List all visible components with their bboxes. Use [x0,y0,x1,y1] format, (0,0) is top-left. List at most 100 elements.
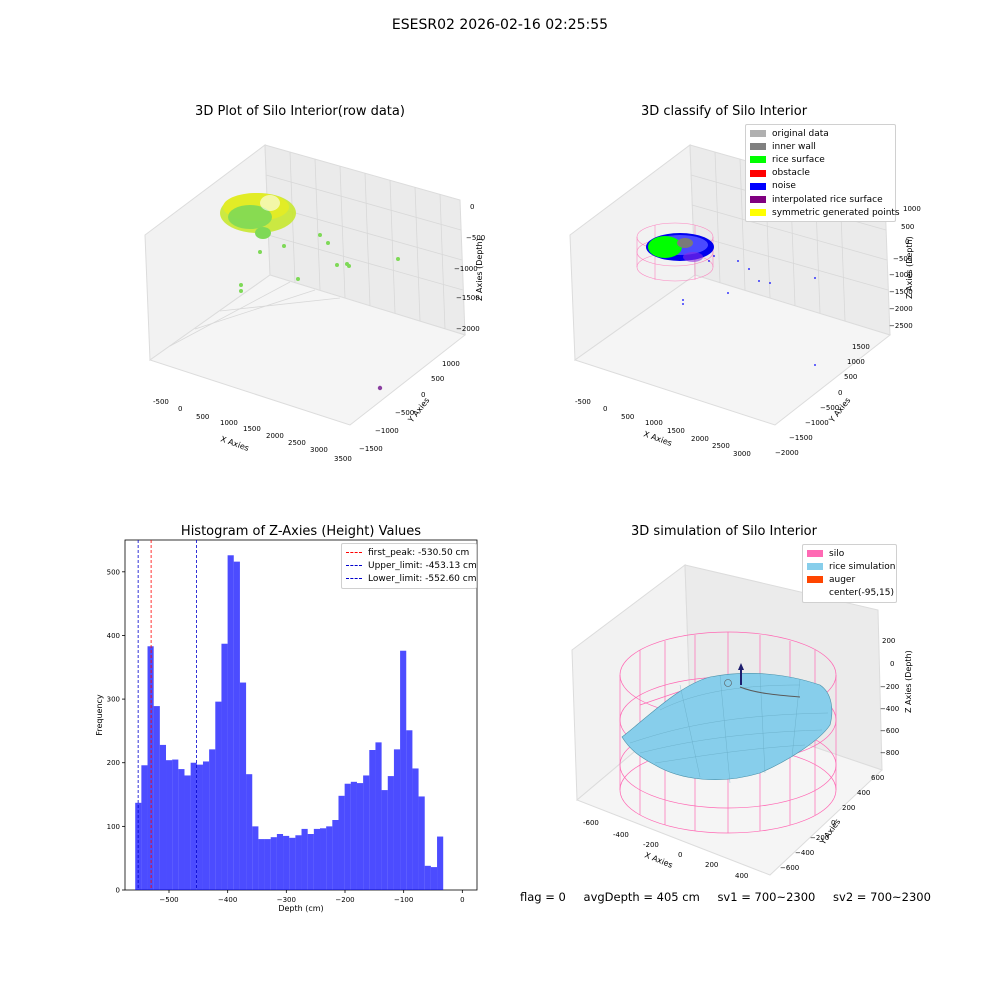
simulation-legend: silo rice simulation auger center(-95,15… [802,544,897,603]
histogram-bar [295,835,302,890]
classify-x-ticks: -500 0 500 1000 1500 2000 2500 3000 [575,398,751,458]
simulation-z-axis-label: Z Axies (Depth) [904,650,913,713]
simulation-3d-plot: -600 -400 -200 0 200 400 X Axies 600 400… [571,564,913,880]
histogram-bar [338,795,345,890]
svg-text:−1500: −1500 [359,445,383,453]
simulation-rice-mesh [629,672,829,784]
svg-text:0: 0 [831,819,835,827]
histogram-bar [184,775,191,890]
histogram-bar [270,837,277,890]
svg-text:1500: 1500 [667,427,685,435]
histogram-chart: −500 −400 −300 −200 −100 0 0 100 200 300 400 500 D… [95,539,478,913]
legend-first-peak: first_peak: -530.50 cm [346,546,472,559]
svg-text:500: 500 [431,375,444,383]
svg-text:3500: 3500 [334,455,352,463]
histogram-bar [381,790,388,890]
histogram-bar [178,769,185,890]
histogram-bar [369,750,376,890]
svg-text:2000: 2000 [266,432,284,440]
histogram-x-axis-label: Depth (cm) [278,904,323,913]
svg-text:−600: −600 [780,864,799,872]
histogram-bar [313,828,321,890]
histogram-bar [412,768,419,890]
raw-floor-pane [148,274,467,426]
legend-original-data: original data [750,127,891,140]
svg-text:−200: −200 [810,834,829,842]
svg-text:2500: 2500 [288,439,306,447]
histogram-bar [246,774,253,890]
histogram-ref-lines [137,540,197,890]
histogram-bar [437,836,444,890]
histogram-bar [307,834,314,890]
svg-text:0: 0 [890,660,894,668]
histogram-bar [252,826,259,890]
histogram-bar [356,783,364,890]
histogram-bar [227,555,234,890]
classify-z-axis-label: Z Axies (Depth) [905,236,914,299]
classify-rice-surface [648,236,682,258]
histogram-bar [326,826,333,890]
histogram-bar [400,650,407,890]
histogram-bar [141,765,148,890]
histogram-y-ticks: 0 100 200 300 400 500 [107,568,125,895]
simulation-x-axis-label: X Axies [643,851,674,870]
svg-text:3000: 3000 [310,446,328,454]
svg-text:−500: −500 [820,404,839,412]
histogram-y-tick-label: 300 [107,696,120,704]
svg-text:−2000: −2000 [456,325,480,333]
histogram-bar [264,839,271,890]
histogram-y-axis-label: Frequency [95,694,104,736]
raw-plot-title: 3D Plot of Silo Interior(row data) [195,104,405,119]
figure-title: ESESR02 2026-02-16 02:25:55 [391,17,609,33]
legend-lower-limit: Lower_limit: -552.60 cm [346,572,476,585]
histogram-legend: first_peak: -530.50 cm Upper_limit: -453… [341,543,477,589]
histogram-y-tick-label: 500 [107,568,120,576]
raw-outlier-point [377,385,383,391]
histogram-bar [350,781,357,890]
histogram-bar [320,828,327,890]
histogram-bar [393,749,401,890]
legend-center: center(-95,15) [807,587,894,600]
svg-text:400: 400 [857,789,870,797]
svg-text:−1000: −1000 [375,427,399,435]
svg-text:−2000: −2000 [775,449,799,457]
histogram-bars [135,555,444,890]
svg-text:−400: −400 [795,849,814,857]
histogram-x-tick-label: −300 [277,896,296,904]
histogram-y-tick-label: 400 [107,632,120,640]
histogram-bar [332,820,339,890]
svg-text:0: 0 [838,389,842,397]
svg-text:-500: -500 [153,398,169,406]
histogram-bar [196,764,203,890]
flag-readout: flag = 0 [520,890,566,904]
svg-text:-600: -600 [583,819,599,827]
svg-text:0: 0 [178,405,182,413]
sv2-readout: sv2 = 700~2300 [833,890,931,904]
raw-rice-cloud [220,193,296,239]
svg-text:−400: −400 [880,705,899,713]
histogram-bar [418,796,425,890]
svg-text:0: 0 [905,238,909,246]
svg-text:−1500: −1500 [456,294,480,302]
svg-text:0: 0 [421,391,425,399]
svg-text:1000: 1000 [903,205,921,213]
svg-text:200: 200 [842,804,855,812]
svg-text:−1500: −1500 [889,288,913,296]
legend-obstacle: obstacle [750,167,891,180]
svg-text:2000: 2000 [691,435,709,443]
simulation-rice-surface [621,672,833,780]
histogram-bar [221,643,228,890]
legend-symmetric-generated-points: symmetric generated points [750,206,900,219]
svg-text:1000: 1000 [220,419,238,427]
svg-text:500: 500 [901,223,914,231]
svg-text:−1000: −1000 [454,265,478,273]
svg-text:−500: −500 [893,255,912,263]
svg-text:1500: 1500 [852,343,870,351]
histogram-bar [424,865,431,890]
histogram-bar [215,701,222,890]
simulation-x-ticks: -600 -400 -200 0 200 400 [583,819,748,880]
histogram-x-tick-label: 0 [460,896,464,904]
histogram-title: Histogram of Z-Axies (Height) Values [180,524,422,539]
svg-text:−1000: −1000 [805,419,829,427]
svg-text:0: 0 [470,203,474,211]
